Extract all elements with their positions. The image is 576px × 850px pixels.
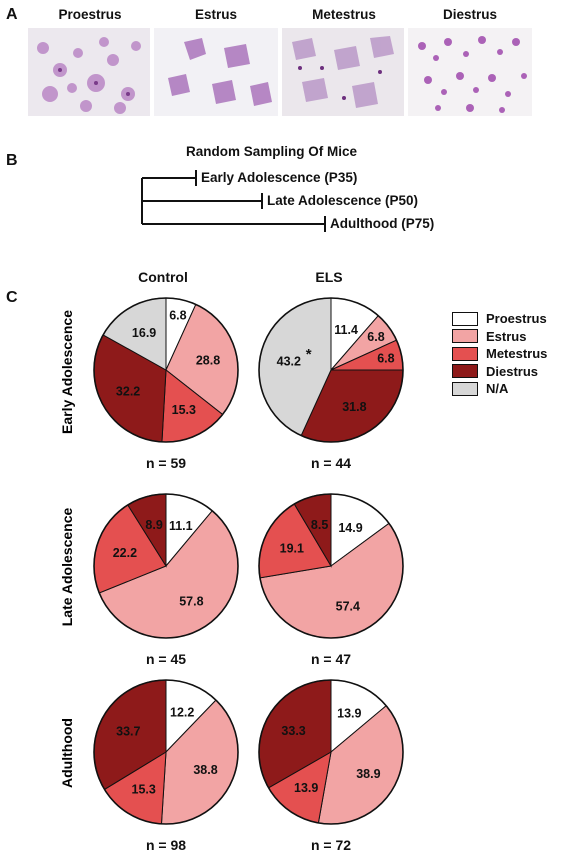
pie-outline [258, 679, 404, 825]
slice-label-estrus: 38.8 [193, 763, 217, 777]
pie-adulthood-els: 13.9 38.9 13.9 33.3 n = 72 [258, 679, 404, 850]
slice-label-estrus: 6.8 [367, 330, 384, 344]
col-header-els: ELS [315, 269, 343, 285]
legend-item-diestrus: Diestrus [452, 363, 547, 381]
pie-late-adolescence-control: 11.1 57.8 22.2 8.9 n = 45 [93, 493, 239, 667]
panel-c-letter: C [6, 289, 18, 306]
slice-label-estrus: 57.4 [336, 599, 360, 613]
legend-item-na: N/A [452, 380, 547, 398]
legend-item-proestrus: Proestrus [452, 310, 547, 328]
legend-label-estrus: Estrus [486, 328, 527, 344]
slice-label-diestrus: 31.8 [342, 400, 366, 414]
significance-asterisk: * [306, 346, 312, 363]
legend-label-diestrus: Diestrus [486, 363, 539, 379]
slice-label-n-a: 43.2 [277, 354, 301, 368]
slice-label-metestrus: 15.3 [172, 403, 196, 417]
slice-label-metestrus: 22.2 [113, 546, 137, 560]
slice-label-diestrus: 32.2 [116, 384, 140, 398]
legend-swatch-diestrus [452, 364, 478, 379]
legend-item-estrus: Estrus [452, 328, 547, 346]
pie-outline [258, 493, 404, 639]
legend-swatch-na [452, 381, 478, 396]
pie-early-adolescence-els: 11.4 6.8 6.8 31.8 43.2 * n = 44 [258, 297, 404, 471]
slice-label-metestrus: 6.8 [377, 352, 394, 366]
slice-label-diestrus: 8.9 [145, 518, 162, 532]
slice-label-proestrus: 14.9 [338, 521, 362, 535]
slice-label-proestrus: 12.2 [170, 705, 194, 719]
legend-label-proestrus: Proestrus [486, 311, 547, 327]
group-label-late: Late Adolescence (P50) [267, 193, 419, 208]
slice-label-proestrus: 6.8 [169, 309, 186, 323]
pie-adulthood-control: 12.2 38.8 15.3 33.7 n = 98 [93, 679, 239, 850]
stage-label-diestrus: Diestrus [442, 7, 498, 22]
sample-size-label: n = 47 [311, 651, 351, 667]
legend-swatch-proestrus [452, 311, 478, 326]
stage-label-proestrus: Proestrus [58, 7, 122, 22]
legend-label-na: N/A [486, 381, 509, 397]
slice-label-estrus: 28.8 [196, 353, 220, 367]
sample-size-label: n = 44 [311, 455, 351, 471]
sample-size-label: n = 59 [146, 455, 186, 471]
slice-label-n-a: 16.9 [132, 326, 156, 340]
pie-outline [93, 493, 239, 639]
pie-outline [258, 297, 404, 443]
micrograph-diestrus [408, 28, 532, 116]
micrograph-metestrus [282, 28, 404, 116]
panel-b-letter: B [6, 152, 18, 169]
sampling-title: Random Sampling Of Mice [186, 144, 358, 159]
sample-size-label: n = 98 [146, 837, 186, 850]
slice-label-estrus: 57.8 [179, 594, 203, 608]
col-header-control: Control [138, 269, 188, 285]
legend-swatch-estrus [452, 329, 478, 344]
legend-label-metestrus: Metestrus [486, 346, 548, 362]
sampling-tree [141, 170, 326, 232]
sample-size-label: n = 72 [311, 837, 351, 850]
legend-item-metestrus: Metestrus [452, 345, 547, 363]
slice-label-proestrus: 11.4 [334, 323, 358, 337]
slice-label-diestrus: 33.7 [116, 724, 140, 738]
slice-label-metestrus: 19.1 [280, 541, 304, 555]
slice-label-estrus: 38.9 [356, 767, 380, 781]
pie-early-adolescence-control: 6.8 28.8 15.3 32.2 16.9 n = 59 [93, 297, 239, 471]
slice-label-proestrus: 13.9 [337, 706, 361, 720]
slice-label-proestrus: 11.1 [169, 519, 193, 533]
slice-label-metestrus: 13.9 [294, 781, 318, 795]
group-label-adult: Adulthood (P75) [330, 216, 435, 231]
stage-label-estrus: Estrus [194, 7, 238, 22]
micrograph-estrus [154, 28, 278, 116]
micrograph-proestrus [28, 28, 150, 116]
pie-late-adolescence-els: 14.9 57.4 19.1 8.5 n = 47 [258, 493, 404, 667]
slice-label-metestrus: 15.3 [132, 783, 156, 797]
stage-label-metestrus: Metestrus [312, 7, 376, 22]
panel-a-letter: A [6, 6, 18, 23]
slice-label-diestrus: 33.3 [281, 724, 305, 738]
legend-swatch-metestrus [452, 346, 478, 361]
legend: Proestrus Estrus Metestrus Diestrus N/A [452, 310, 547, 398]
pie-outline [93, 679, 239, 825]
sample-size-label: n = 45 [146, 651, 186, 667]
pie-outline [93, 297, 239, 443]
slice-label-diestrus: 8.5 [311, 518, 328, 532]
group-label-early: Early Adolescence (P35) [201, 170, 358, 185]
